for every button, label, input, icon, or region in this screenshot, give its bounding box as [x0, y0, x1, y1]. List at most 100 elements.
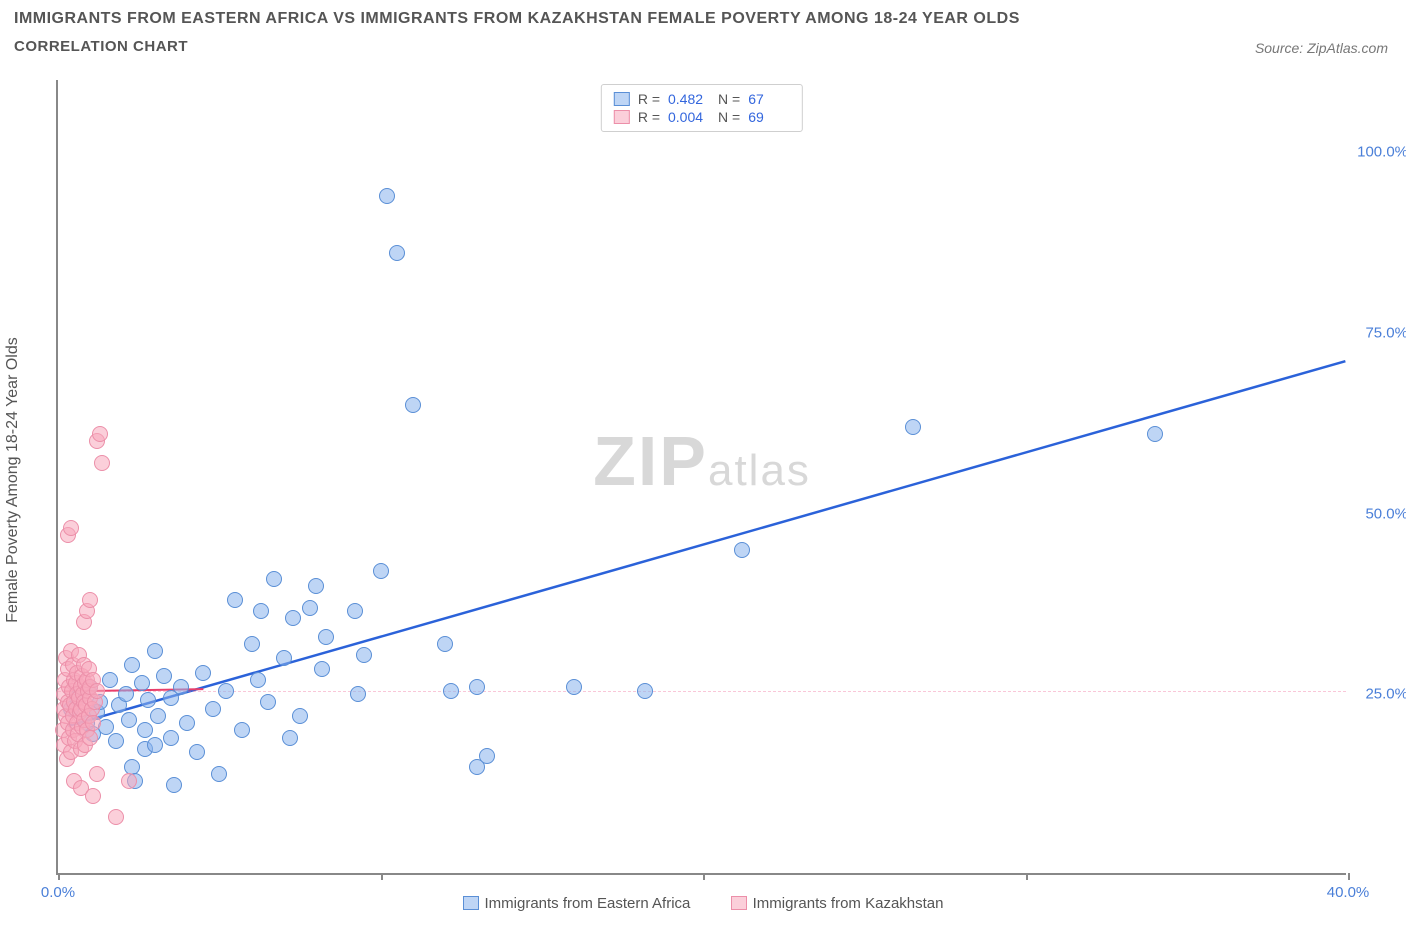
data-point-blue [179, 715, 195, 731]
swatch-pink [731, 896, 747, 910]
data-point-blue [108, 733, 124, 749]
data-point-blue [250, 672, 266, 688]
y-axis-label: Female Poverty Among 18-24 Year Olds [4, 337, 22, 623]
data-point-blue [218, 683, 234, 699]
data-point-blue [734, 542, 750, 558]
legend-row-blue: R = 0.482 N = 67 [614, 90, 790, 108]
data-point-blue [173, 679, 189, 695]
data-point-blue [1147, 426, 1163, 442]
data-point-pink [108, 809, 124, 825]
data-point-blue [124, 657, 140, 673]
trend-lines [58, 80, 1346, 873]
data-point-blue [234, 722, 250, 738]
data-point-blue [637, 683, 653, 699]
source-attribution: Source: ZipAtlas.com [1255, 40, 1388, 56]
data-point-pink [89, 683, 105, 699]
n-label: N = [718, 91, 740, 107]
y-tick-label: 100.0% [1357, 144, 1406, 161]
data-point-blue [356, 647, 372, 663]
data-point-pink [82, 592, 98, 608]
n-value-blue: 67 [748, 91, 790, 107]
data-point-blue [276, 650, 292, 666]
data-point-blue [308, 578, 324, 594]
data-point-blue [292, 708, 308, 724]
data-point-pink [63, 520, 79, 536]
data-point-blue [140, 692, 156, 708]
plot-area: ZIPatlas R = 0.482 N = 67 R = 0.004 N = … [56, 80, 1346, 875]
data-point-blue [266, 571, 282, 587]
r-value-pink: 0.004 [668, 109, 710, 125]
x-tick [703, 873, 705, 880]
data-point-blue [260, 694, 276, 710]
data-point-blue [211, 766, 227, 782]
data-point-blue [205, 701, 221, 717]
data-point-pink [94, 455, 110, 471]
r-label: R = [638, 91, 660, 107]
y-tick-label: 75.0% [1365, 324, 1406, 341]
watermark-bold: ZIP [593, 422, 708, 500]
x-tick [58, 873, 60, 880]
source-name: ZipAtlas.com [1307, 40, 1388, 56]
chart-title-line1: IMMIGRANTS FROM EASTERN AFRICA VS IMMIGR… [14, 10, 1392, 28]
data-point-blue [302, 600, 318, 616]
legend-item-pink: Immigrants from Kazakhstan [731, 895, 944, 912]
data-point-blue [373, 563, 389, 579]
data-point-pink [82, 730, 98, 746]
data-point-blue [102, 672, 118, 688]
data-point-blue [566, 679, 582, 695]
data-point-blue [166, 777, 182, 793]
y-tick-label: 25.0% [1365, 686, 1406, 703]
data-point-blue [479, 748, 495, 764]
data-point-blue [189, 744, 205, 760]
swatch-blue [463, 896, 479, 910]
data-point-blue [147, 737, 163, 753]
data-point-pink [85, 788, 101, 804]
data-point-pink [121, 773, 137, 789]
n-label: N = [718, 109, 740, 125]
watermark: ZIPatlas [593, 421, 811, 501]
data-point-blue [437, 636, 453, 652]
data-point-blue [134, 675, 150, 691]
n-value-pink: 69 [748, 109, 790, 125]
data-point-blue [150, 708, 166, 724]
data-point-blue [147, 643, 163, 659]
data-point-blue [244, 636, 260, 652]
y-tick-label: 50.0% [1365, 505, 1406, 522]
x-tick [381, 873, 383, 880]
data-point-blue [227, 592, 243, 608]
data-point-blue [163, 730, 179, 746]
legend-item-blue: Immigrants from Eastern Africa [463, 895, 691, 912]
legend-row-pink: R = 0.004 N = 69 [614, 108, 790, 126]
data-point-pink [89, 766, 105, 782]
data-point-blue [137, 722, 153, 738]
x-tick [1348, 873, 1350, 880]
swatch-pink [614, 110, 630, 124]
data-point-blue [350, 686, 366, 702]
data-point-blue [118, 686, 134, 702]
data-point-blue [443, 683, 459, 699]
data-point-blue [156, 668, 172, 684]
data-point-blue [905, 419, 921, 435]
reference-gridline [58, 691, 1346, 692]
data-point-blue [121, 712, 137, 728]
data-point-blue [253, 603, 269, 619]
data-point-blue [389, 245, 405, 261]
chart-title-line2: CORRELATION CHART [14, 38, 1392, 55]
legend-label-pink: Immigrants from Kazakhstan [753, 895, 944, 912]
r-label: R = [638, 109, 660, 125]
legend-label-blue: Immigrants from Eastern Africa [485, 895, 691, 912]
swatch-blue [614, 92, 630, 106]
data-point-blue [314, 661, 330, 677]
r-value-blue: 0.482 [668, 91, 710, 107]
data-point-blue [379, 188, 395, 204]
legend-correlation: R = 0.482 N = 67 R = 0.004 N = 69 [601, 84, 803, 132]
chart-container: Female Poverty Among 18-24 Year Olds ZIP… [14, 80, 1392, 920]
legend-series: Immigrants from Eastern Africa Immigrant… [14, 895, 1392, 915]
x-tick [1026, 873, 1028, 880]
data-point-blue [285, 610, 301, 626]
data-point-pink [85, 715, 101, 731]
data-point-blue [318, 629, 334, 645]
data-point-blue [347, 603, 363, 619]
data-point-blue [469, 679, 485, 695]
source-prefix: Source: [1255, 40, 1307, 56]
